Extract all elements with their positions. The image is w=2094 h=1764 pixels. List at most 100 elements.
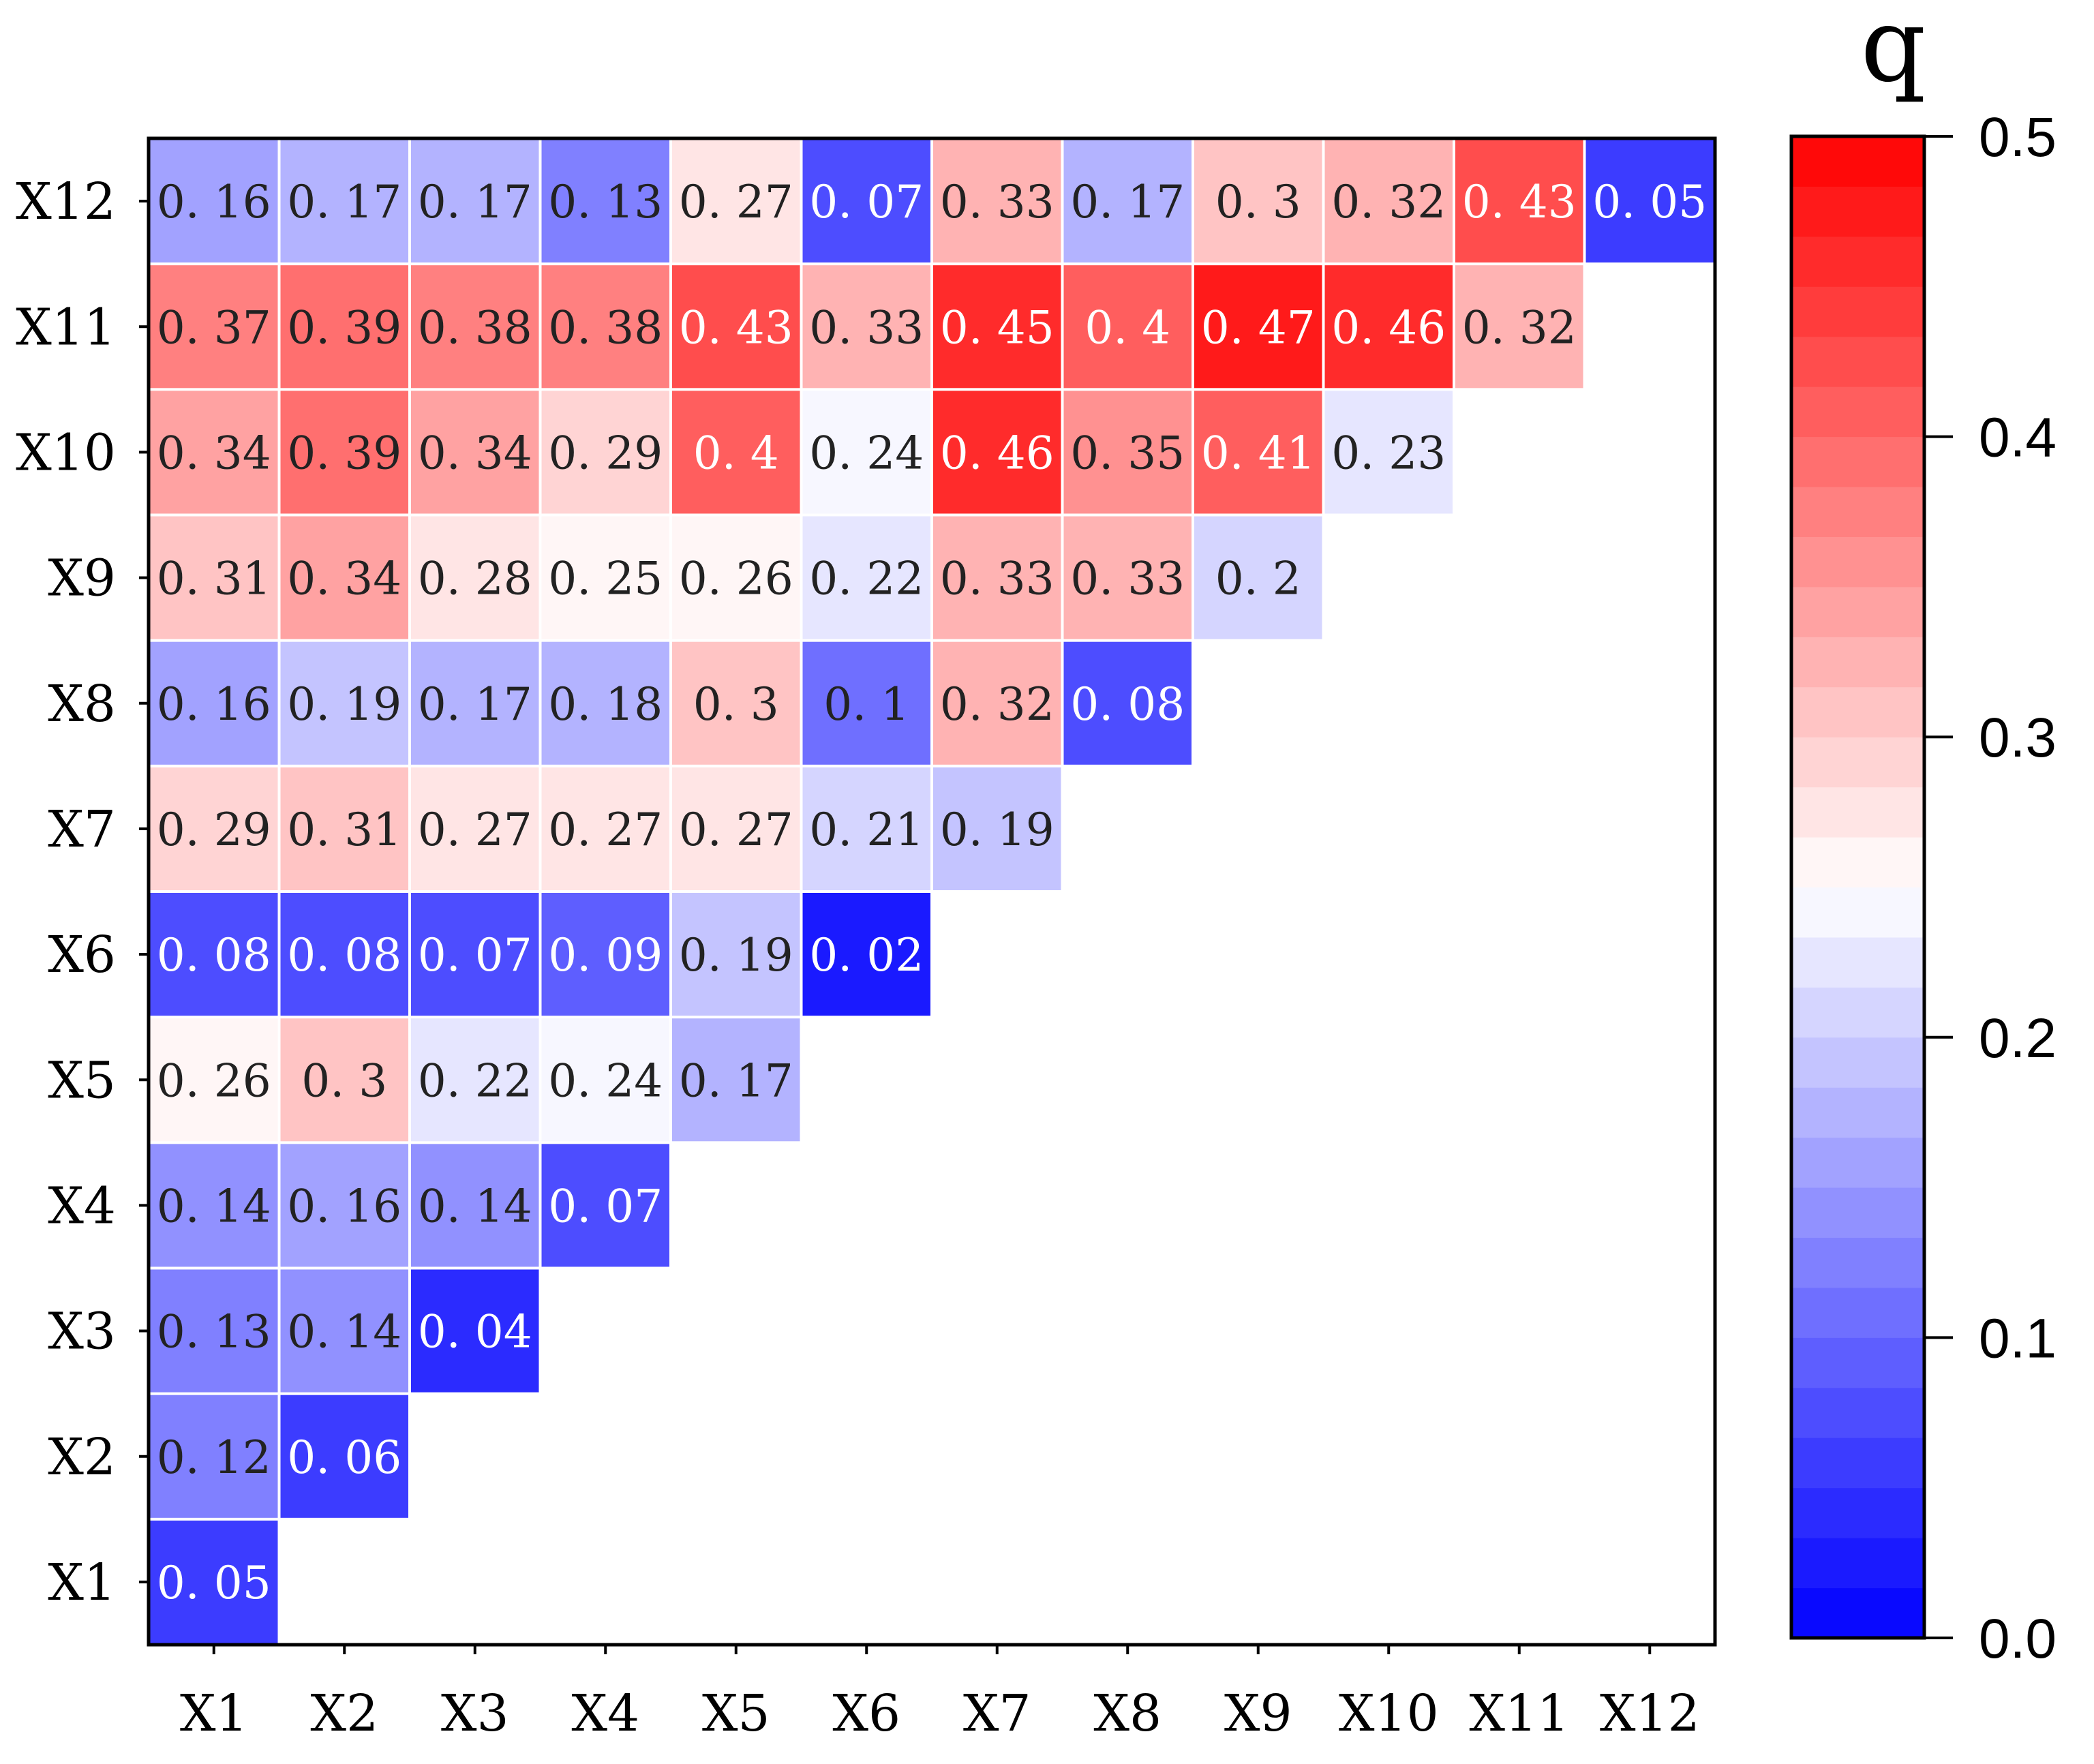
heatmap-cell — [280, 1018, 408, 1142]
cell-value-label: 0. 13 — [157, 1306, 271, 1358]
colorbar-step — [1791, 836, 1924, 887]
cell-value-label: 0. 38 — [418, 301, 532, 354]
cell-value-label: 0. 24 — [548, 1054, 663, 1107]
cell-value-label: 0. 21 — [809, 804, 924, 856]
cell-value-label: 0. 38 — [548, 301, 663, 354]
colorbar-step — [1791, 336, 1924, 387]
heatmap-cell — [150, 1144, 278, 1267]
cell-value-label: 0. 08 — [287, 929, 401, 982]
colorbar-step — [1791, 136, 1924, 187]
cell-value-label: 0. 14 — [418, 1180, 532, 1232]
heatmap-cell — [1324, 391, 1453, 514]
heatmap-cell — [411, 140, 539, 263]
cell-value-label: 0. 25 — [548, 553, 663, 605]
heatmap-cell — [411, 1144, 539, 1267]
x-tick-label: X5 — [702, 1684, 770, 1743]
heatmap-cell — [541, 391, 669, 514]
x-tick-label: X11 — [1469, 1684, 1569, 1743]
heatmap-cell — [411, 1018, 539, 1142]
heatmap-cell — [672, 140, 800, 263]
cell-value-label: 0. 2 — [1215, 553, 1301, 605]
heatmap-cell — [411, 1269, 539, 1393]
cell-value-label: 0. 19 — [940, 804, 1054, 856]
heatmap-cell — [933, 140, 1061, 263]
cell-value-label: 0. 29 — [548, 427, 663, 479]
cell-value-label: 0. 37 — [157, 301, 271, 354]
cell-value-label: 0. 39 — [287, 427, 401, 479]
colorbar-title: q — [1860, 0, 1926, 105]
colorbar-tick-label: 0.3 — [1979, 707, 2057, 769]
colorbar-step — [1791, 1287, 1924, 1338]
colorbar-tick-label: 0.1 — [1979, 1307, 2057, 1369]
heatmap-cell — [1455, 140, 1583, 263]
cell-value-label: 0. 07 — [418, 929, 532, 982]
colorbar-step — [1791, 286, 1924, 337]
cell-value-label: 0. 08 — [157, 929, 271, 982]
heatmap-cell — [541, 1144, 669, 1267]
heatmap-cell — [1063, 265, 1192, 389]
cell-value-label: 0. 31 — [157, 553, 271, 605]
heatmap-cell — [411, 265, 539, 389]
cell-value-label: 0. 17 — [1070, 176, 1185, 228]
cell-value-label: 0. 12 — [157, 1431, 271, 1484]
cell-value-label: 0. 13 — [548, 176, 663, 228]
heatmap-cell — [411, 893, 539, 1016]
cell-value-label: 0. 3 — [693, 678, 779, 731]
heatmap-cell — [1324, 265, 1453, 389]
cell-value-label: 0. 17 — [679, 1054, 793, 1107]
heatmap-cell — [280, 140, 408, 263]
cell-value-label: 0. 41 — [1201, 427, 1316, 479]
heatmap-cell — [672, 1018, 800, 1142]
cell-value-label: 0. 16 — [287, 1180, 401, 1232]
cell-value-label: 0. 3 — [301, 1054, 387, 1107]
plot-frame — [147, 136, 1717, 1647]
cell-value-label: 0. 29 — [157, 804, 271, 856]
cell-value-label: 0. 34 — [157, 427, 271, 479]
colorbar-step — [1791, 636, 1924, 688]
x-tick-label: X4 — [571, 1684, 639, 1743]
cell-value-label: 0. 34 — [418, 427, 532, 479]
x-tick-label: X6 — [832, 1684, 900, 1743]
cell-value-label: 0. 19 — [287, 678, 401, 731]
cell-value-label: 0. 46 — [1331, 301, 1446, 354]
x-tick-label: X3 — [441, 1684, 509, 1743]
heatmap-cell — [150, 1018, 278, 1142]
cell-value-label: 0. 07 — [809, 176, 924, 228]
heatmap-cell — [672, 265, 800, 389]
cell-value-label: 0. 17 — [418, 176, 532, 228]
y-tick-label: X8 — [48, 675, 116, 733]
cell-value-label: 0. 4 — [1084, 301, 1170, 354]
heatmap-cell — [802, 767, 930, 890]
heatmap-cell — [1585, 140, 1714, 263]
heatmap-cell — [672, 516, 800, 639]
heatmap-cell — [1063, 516, 1192, 639]
heatmap-cell — [150, 516, 278, 639]
cell-value-label: 0. 09 — [548, 929, 663, 982]
y-tick-label: X2 — [48, 1428, 116, 1487]
y-tick-label: X12 — [16, 172, 116, 231]
cell-value-label: 0. 04 — [418, 1306, 532, 1358]
colorbar-step — [1791, 686, 1924, 737]
cell-value-label: 0. 33 — [940, 176, 1054, 228]
x-tick-label: X10 — [1339, 1684, 1439, 1743]
heatmap-cell — [1194, 391, 1322, 514]
x-tick-label: X7 — [963, 1684, 1031, 1743]
y-tick-label: X5 — [48, 1051, 116, 1110]
y-axis-ticks: X1 X2 X3 X4 X5 X6 X7 X8 X9 X10 X11 X12 — [16, 172, 149, 1612]
cell-value-label: 0. 06 — [287, 1431, 401, 1484]
heatmap-cell — [541, 641, 669, 765]
colorbar-step — [1791, 937, 1924, 988]
cell-value-label: 0. 22 — [418, 1054, 532, 1107]
colorbar-step — [1791, 436, 1924, 487]
cell-value-label: 0. 3 — [1215, 176, 1301, 228]
heatmap-cell — [150, 641, 278, 765]
cell-value-label: 0. 24 — [809, 427, 924, 479]
colorbar-step — [1791, 1037, 1924, 1088]
heatmap-cell — [150, 893, 278, 1016]
heatmap-cell — [280, 265, 408, 389]
colorbar-tick-label: 0.4 — [1979, 407, 2057, 469]
cell-value-label: 0. 4 — [693, 427, 779, 479]
cell-value-label: 0. 39 — [287, 301, 401, 354]
cell-value-label: 0. 43 — [1462, 176, 1577, 228]
colorbar-step — [1791, 1387, 1924, 1438]
